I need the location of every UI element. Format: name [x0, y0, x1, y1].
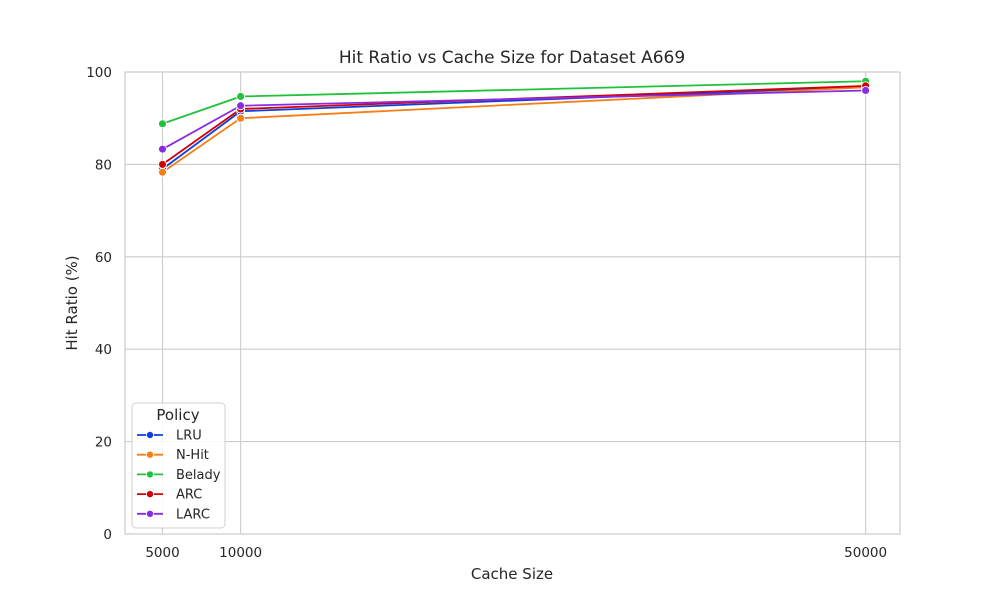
x-tick-label: 50000: [844, 545, 887, 561]
legend-label: Belady: [176, 468, 221, 483]
y-tick-label: 80: [95, 157, 112, 173]
series-line-arc: [161, 84, 866, 166]
grid: [125, 71, 900, 535]
data-point-arc: [158, 159, 167, 169]
data-point-n-hit: [236, 113, 246, 123]
y-tick-label: 60: [95, 250, 112, 266]
x-axis-ticks: 5000 10000 50000: [145, 545, 887, 561]
legend-item-lru: LRU: [137, 429, 202, 444]
data-point-larc: [861, 86, 871, 95]
legend-label: LARC: [176, 507, 210, 522]
legend-item-arc: ARC: [137, 488, 202, 503]
legend-marker: [145, 509, 154, 518]
series-line-larc: [162, 89, 866, 150]
legend-item-larc: LARC: [137, 507, 210, 522]
legend-label: LRU: [176, 429, 202, 444]
legend-marker: [145, 450, 154, 459]
x-axis-label: Cache Size: [471, 565, 553, 583]
legend-label: ARC: [176, 488, 202, 503]
legend-title: Policy: [156, 406, 199, 424]
x-tick-label: 10000: [219, 545, 262, 561]
legend-item-belady: Belady: [137, 468, 221, 483]
y-tick-label: 20: [95, 435, 112, 451]
data-point-larc: [158, 144, 167, 154]
data-point-belady: [158, 119, 167, 129]
y-axis-label: Hit Ratio (%): [63, 255, 81, 350]
y-tick-label: 0: [103, 527, 112, 543]
legend-label: N-Hit: [176, 448, 209, 463]
x-tick-label: 5000: [145, 545, 179, 561]
data-point-n-hit: [158, 167, 167, 177]
plot-frame: [124, 71, 901, 535]
y-axis-ticks: 0 20 40 60 80 100: [86, 65, 112, 543]
legend: Policy LRU N-Hit Belady ARC LARC: [131, 402, 226, 529]
data-point-larc: [236, 101, 246, 111]
legend-marker: [145, 490, 154, 499]
legend-marker: [145, 470, 154, 479]
series-lines: [161, 80, 866, 173]
y-tick-label: 100: [86, 65, 112, 81]
chart-title: Hit Ratio vs Cache Size for Dataset A669: [339, 48, 685, 68]
y-tick-label: 40: [95, 342, 112, 358]
series-markers: [158, 76, 871, 177]
data-point-belady: [236, 92, 246, 101]
legend-marker: [145, 430, 154, 439]
legend-item-n-hit: N-Hit: [137, 448, 209, 463]
